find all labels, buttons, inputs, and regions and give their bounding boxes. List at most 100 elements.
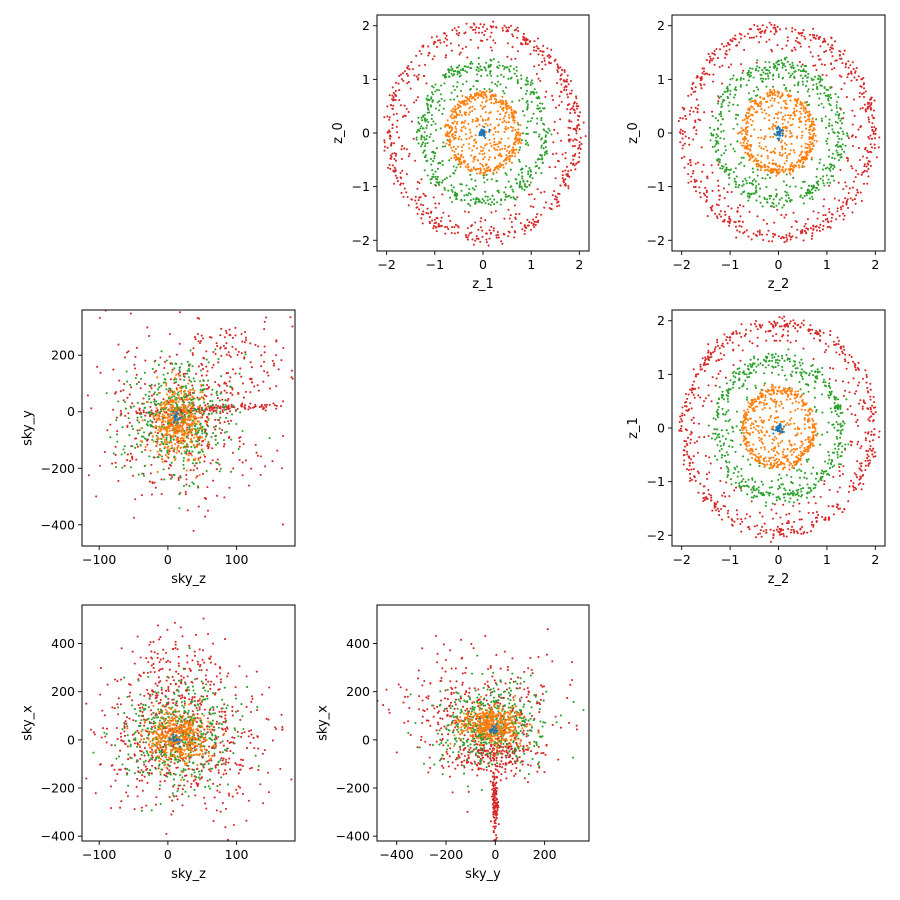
shell_3-point <box>811 520 814 524</box>
shell_3-point <box>838 486 841 489</box>
shell_3-point <box>800 322 803 325</box>
shell_1-point <box>467 168 470 171</box>
shell_3-point <box>388 163 391 166</box>
shell_2-point <box>460 189 463 192</box>
shell_0-point <box>488 130 491 133</box>
shell_1-point <box>746 120 749 123</box>
shell_0-point <box>776 126 779 129</box>
shell_3-point <box>854 136 857 139</box>
shell_3-point <box>684 445 687 448</box>
shell_3-point <box>494 41 497 45</box>
shell_2-point <box>775 61 778 64</box>
shell_2-point <box>726 87 729 91</box>
shell_1-point <box>450 126 453 129</box>
shell_1-point <box>746 108 749 111</box>
shell_3-point <box>535 45 538 48</box>
shell_1-point <box>743 118 746 121</box>
shell_2-point <box>475 69 478 72</box>
shell_3-point <box>489 46 492 49</box>
shell_3-point <box>868 447 871 450</box>
shell_2-point <box>740 474 743 477</box>
shell_3-point <box>747 235 750 238</box>
shell_1-point <box>760 147 763 150</box>
shell_3-point <box>729 336 732 339</box>
shell_1-point <box>777 442 780 445</box>
shell_2-point <box>734 93 737 96</box>
shell_2-point <box>736 475 739 478</box>
shell_1-point <box>746 131 749 134</box>
shell_2-point <box>524 139 527 142</box>
shell_2-point <box>753 357 756 360</box>
shell_2-point <box>485 173 488 176</box>
shell_3-point <box>819 339 822 342</box>
shell_2-point <box>786 191 789 194</box>
shell_1-point <box>803 165 806 168</box>
shell_3-point <box>497 236 500 239</box>
shell_3-point <box>809 227 812 230</box>
shell_3-point <box>715 377 718 380</box>
shell_2-point <box>801 70 804 73</box>
shell_1-point <box>466 96 469 99</box>
shell_3-point <box>862 92 865 95</box>
shell_1-point <box>776 117 779 120</box>
shell_0-point <box>779 134 782 137</box>
shell_3-point <box>569 108 572 111</box>
shell_3-point <box>731 40 734 43</box>
shell_3-point <box>683 439 686 442</box>
shell_3-point <box>838 54 841 57</box>
shell_2-point <box>827 88 830 91</box>
shell_3-point <box>870 146 874 149</box>
shell_1-point <box>451 110 454 113</box>
shell_0-point <box>484 136 487 139</box>
shell_2-point <box>538 133 541 136</box>
shell_3-point <box>690 468 693 471</box>
shell_3-point <box>865 375 868 379</box>
shell_2-point <box>826 94 829 97</box>
shell_3-point <box>434 221 438 224</box>
shell_3-point <box>861 405 864 408</box>
shell_3-point <box>703 83 706 86</box>
shell_3-point <box>567 170 570 173</box>
shell_1-point <box>490 101 493 105</box>
shell_2-point <box>808 103 811 106</box>
shell_3-point <box>550 208 553 211</box>
shell_3-point <box>508 217 511 220</box>
shell_2-point <box>523 188 526 191</box>
shell_1-point <box>797 97 800 100</box>
shell_3-point <box>727 516 730 519</box>
shell_2-point <box>799 195 802 198</box>
shell_1-point <box>479 172 482 175</box>
shell_2-point <box>518 148 521 152</box>
shell_3-point <box>555 196 558 199</box>
shell_3-point <box>447 228 450 231</box>
shell_2-point <box>822 182 825 185</box>
shell_3-point <box>692 185 696 189</box>
shell_1-point <box>773 90 776 93</box>
shell_2-point <box>513 197 516 200</box>
shell_2-point <box>789 89 792 92</box>
shell_2-point <box>430 163 433 166</box>
x-tick-label: 0 <box>479 257 487 272</box>
shell_1-point <box>510 109 513 112</box>
shell_2-point <box>814 486 817 489</box>
shell_2-point <box>793 363 796 366</box>
shell_3-point <box>863 169 866 172</box>
shell_3-point <box>843 82 846 85</box>
shell_3-point <box>758 233 761 236</box>
shell_3-point <box>421 222 424 225</box>
shell_3-point <box>695 98 698 101</box>
shell_2-point <box>721 454 724 457</box>
shell_2-point <box>772 198 775 201</box>
shell_1-point <box>507 114 511 117</box>
shell_3-point <box>799 230 802 233</box>
shell_3-point <box>864 437 867 440</box>
shell_3-point <box>466 238 469 241</box>
shell_2-point <box>802 487 805 490</box>
shell_3-point <box>776 25 779 28</box>
shell_1-point <box>770 97 774 100</box>
shell_2-point <box>837 114 840 117</box>
shell_3-point <box>387 166 390 169</box>
shell_3-point <box>477 26 481 30</box>
shell_3-point <box>827 43 830 46</box>
shell_2-point <box>724 163 727 166</box>
